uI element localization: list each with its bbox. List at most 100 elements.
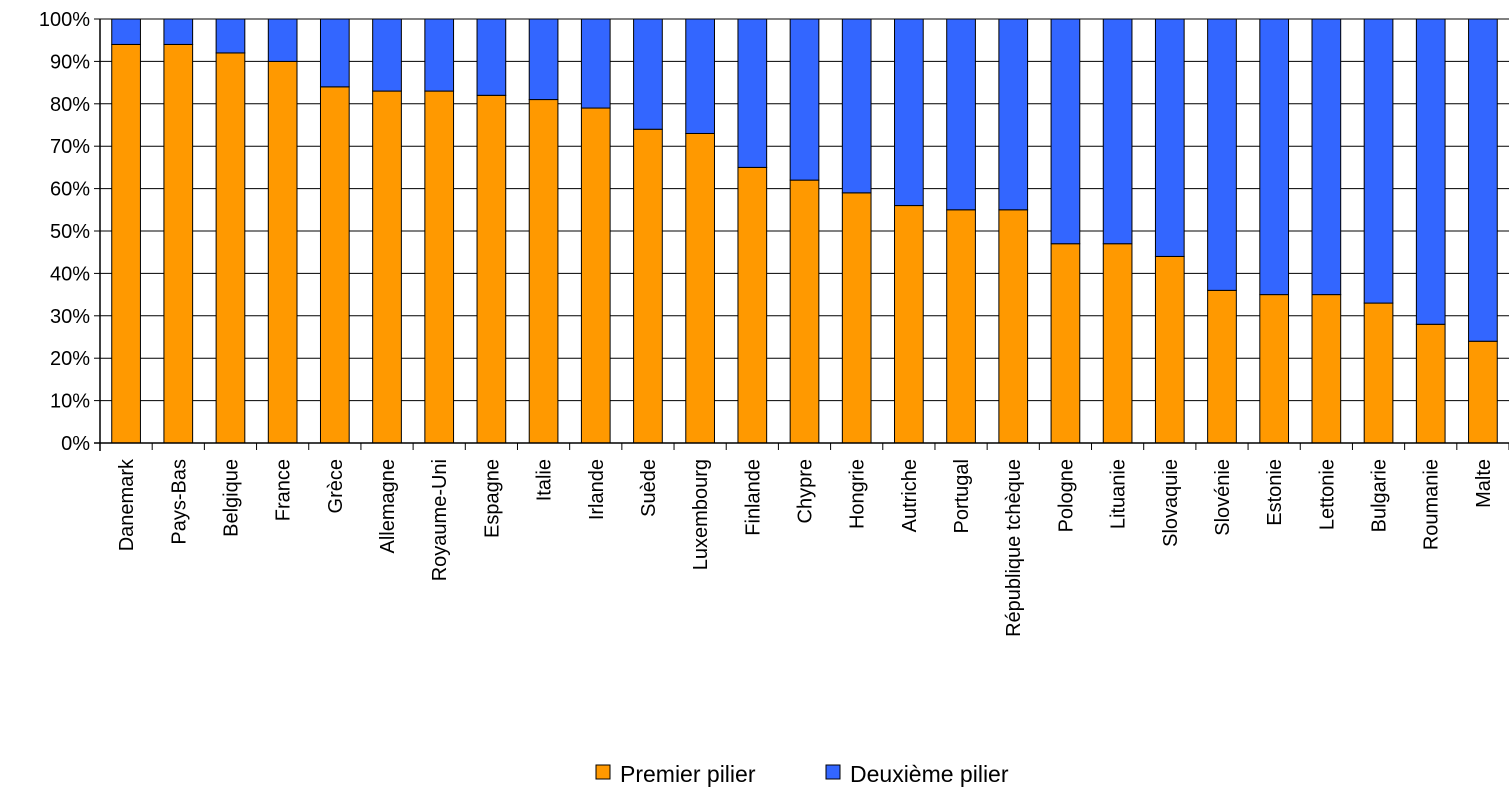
bar-deuxieme-pilier-grece: [319, 18, 350, 88]
x-tick-label-belgique: Belgique: [220, 459, 242, 537]
bar-premier-pilier-lettonie: [1311, 294, 1342, 444]
x-tick-label-chypre: Chypre: [795, 459, 817, 523]
bar-deuxieme-pilier-espagne: [476, 18, 507, 96]
bar-deuxieme-pilier-danemark: [111, 18, 141, 45]
bar-premier-pilier-bulgarie: [1363, 302, 1394, 444]
bar-deuxieme-pilier-lettonie: [1311, 18, 1342, 296]
bar-deuxieme-pilier-allemagne: [372, 18, 402, 92]
legend: Premier pilier Deuxième pilier: [595, 761, 1009, 787]
axes: [94, 18, 1509, 451]
bar-premier-pilier-france: [267, 60, 298, 444]
legend-swatch-deuxieme-pilier: [825, 764, 841, 780]
y-tick-label: 100%: [39, 9, 90, 31]
x-tick-label-hongrie: Hongrie: [847, 459, 869, 529]
bar-premier-pilier-finlande: [737, 166, 768, 444]
bar-premier-pilier-luxembourg: [685, 132, 715, 444]
bar-premier-pilier-italie: [528, 99, 559, 444]
y-tick-label: 30%: [50, 306, 90, 328]
legend-label-premier-pilier: Premier pilier: [620, 761, 756, 787]
x-tick-label-france: France: [273, 459, 295, 521]
bar-premier-pilier-portugal: [946, 209, 976, 444]
x-tick-label-roumanie: Roumanie: [1421, 459, 1443, 550]
bar-deuxieme-pilier-republique-tcheque: [998, 18, 1029, 211]
bar-deuxieme-pilier-roumanie: [1415, 18, 1446, 325]
bar-deuxieme-pilier-estonie: [1259, 18, 1290, 296]
y-tick-label: 10%: [50, 391, 90, 413]
bar-premier-pilier-estonie: [1259, 294, 1290, 444]
bar-deuxieme-pilier-chypre: [789, 18, 820, 181]
y-tick-label: 90%: [50, 51, 90, 73]
bar-premier-pilier-pays-bas: [163, 43, 194, 444]
bar-deuxieme-pilier-france: [267, 18, 298, 62]
bar-premier-pilier-lituanie: [1102, 243, 1133, 444]
bar-premier-pilier-roumanie: [1415, 323, 1446, 444]
bar-deuxieme-pilier-irlande: [580, 18, 611, 109]
bar-premier-pilier-espagne: [476, 94, 507, 444]
y-tick-label: 0%: [61, 433, 90, 455]
x-tick-label-pologne: Pologne: [1055, 459, 1077, 532]
bar-deuxieme-pilier-italie: [528, 18, 559, 101]
bar-deuxieme-pilier-royaume-uni: [424, 18, 455, 92]
y-tick-label: 60%: [50, 179, 90, 201]
bar-premier-pilier-belgique: [215, 52, 246, 444]
x-tick-label-grece: Grèce: [325, 459, 347, 513]
x-tick-label-italie: Italie: [534, 459, 556, 501]
bar-deuxieme-pilier-suede: [633, 18, 663, 130]
bar-premier-pilier-irlande: [580, 107, 611, 444]
y-tick-label: 50%: [50, 221, 90, 243]
bar-premier-pilier-grece: [319, 86, 350, 444]
bar-premier-pilier-slovaquie: [1154, 255, 1185, 444]
bar-deuxieme-pilier-bulgarie: [1363, 18, 1394, 304]
y-tick-label: 40%: [50, 263, 90, 285]
x-tick-label-republique-tcheque: République tchèque: [1003, 459, 1025, 637]
y-tick-labels: 0% 10% 20% 30% 40% 50% 60% 70% 80% 90% 100%: [39, 9, 90, 455]
bar-deuxieme-pilier-finlande: [737, 18, 768, 168]
x-tick-label-slovenie: Slovénie: [1212, 459, 1234, 536]
x-tick-label-royaume-uni: Royaume-Uni: [429, 459, 451, 581]
x-tick-label-suede: Suède: [638, 459, 660, 517]
x-tick-label-autriche: Autriche: [899, 459, 921, 532]
bar-deuxieme-pilier-belgique: [215, 18, 246, 54]
bar-deuxieme-pilier-pologne: [1050, 18, 1081, 245]
x-tick-label-portugal: Portugal: [951, 459, 973, 534]
bars: [111, 18, 1498, 444]
y-tick-label: 70%: [50, 136, 90, 158]
legend-swatch-premier-pilier: [595, 764, 611, 780]
y-tick-label: 80%: [50, 94, 90, 116]
bar-deuxieme-pilier-slovenie: [1207, 18, 1237, 291]
bar-premier-pilier-pologne: [1050, 243, 1081, 444]
bar-premier-pilier-suede: [633, 128, 663, 444]
x-tick-label-pays-bas: Pays-Bas: [168, 459, 190, 545]
x-tick-labels: Danemark Pays-Bas Belgique France Grèce Allem…: [116, 458, 1495, 637]
bar-deuxieme-pilier-slovaquie: [1154, 18, 1185, 257]
bar-deuxieme-pilier-hongrie: [841, 18, 872, 194]
x-tick-label-lituanie: Lituanie: [1108, 459, 1130, 529]
bar-premier-pilier-malte: [1468, 340, 1498, 444]
bar-deuxieme-pilier-malte: [1468, 18, 1498, 342]
x-tick-label-allemagne: Allemagne: [377, 459, 399, 554]
bar-deuxieme-pilier-lituanie: [1102, 18, 1133, 245]
bar-premier-pilier-allemagne: [372, 90, 402, 444]
x-tick-label-lettonie: Lettonie: [1316, 459, 1338, 530]
bar-deuxieme-pilier-portugal: [946, 18, 976, 211]
bar-premier-pilier-hongrie: [841, 192, 872, 444]
bar-premier-pilier-danemark: [111, 43, 141, 444]
legend-label-deuxieme-pilier: Deuxième pilier: [850, 761, 1009, 787]
x-tick-label-estonie: Estonie: [1264, 459, 1286, 526]
x-tick-label-irlande: Irlande: [586, 459, 608, 520]
bar-deuxieme-pilier-luxembourg: [685, 18, 715, 134]
bar-deuxieme-pilier-autriche: [894, 18, 924, 207]
bar-deuxieme-pilier-pays-bas: [163, 18, 194, 45]
x-tick-label-luxembourg: Luxembourg: [690, 459, 712, 570]
x-tick-label-slovaquie: Slovaquie: [1160, 459, 1182, 547]
bar-premier-pilier-chypre: [789, 179, 820, 444]
x-tick-label-danemark: Danemark: [116, 458, 138, 551]
bar-premier-pilier-autriche: [894, 205, 924, 444]
x-tick-label-finlande: Finlande: [742, 459, 764, 536]
x-tick-label-bulgarie: Bulgarie: [1369, 459, 1391, 532]
y-tick-label: 20%: [50, 348, 90, 370]
bar-premier-pilier-slovenie: [1207, 289, 1237, 444]
x-tick-label-espagne: Espagne: [481, 459, 503, 538]
bar-premier-pilier-republique-tcheque: [998, 209, 1029, 444]
